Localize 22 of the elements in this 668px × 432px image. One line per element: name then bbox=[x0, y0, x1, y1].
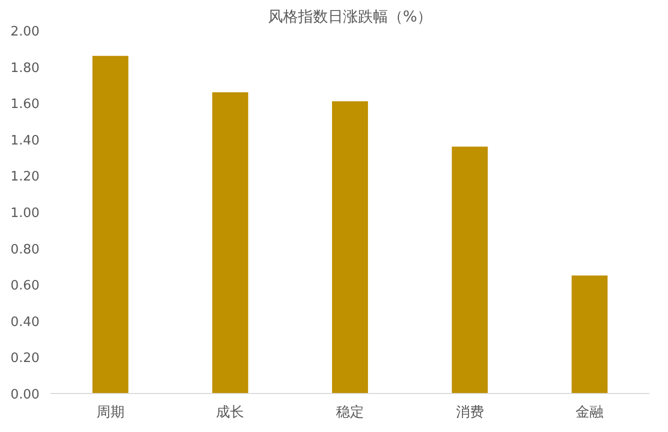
y-tick-label: 0.40 bbox=[10, 314, 40, 330]
x-tick-label: 消费 bbox=[456, 404, 484, 420]
y-tick-label: 2.00 bbox=[10, 24, 40, 40]
y-tick-label: 0.00 bbox=[10, 388, 40, 402]
bar bbox=[212, 92, 248, 394]
y-tick-label: 1.20 bbox=[10, 170, 40, 185]
y-tick-label: 0.60 bbox=[10, 278, 40, 294]
y-tick-label: 1.80 bbox=[10, 60, 40, 76]
y-tick-label: 1.40 bbox=[10, 133, 40, 148]
bar bbox=[452, 146, 488, 394]
y-tick-label: 0.80 bbox=[10, 242, 40, 258]
y-tick-label: 1.00 bbox=[10, 206, 40, 221]
x-tick-label: 稳定 bbox=[336, 404, 364, 420]
x-tick-label: 成长 bbox=[216, 404, 244, 420]
chart-title: 风格指数日涨跌幅（%） bbox=[268, 8, 432, 26]
bar bbox=[572, 276, 608, 394]
x-tick-label: 金融 bbox=[576, 404, 604, 420]
y-tick-label: 1.60 bbox=[10, 97, 40, 112]
x-tick-label: 周期 bbox=[96, 404, 124, 420]
bar bbox=[92, 56, 128, 394]
bar bbox=[332, 101, 368, 394]
y-tick-label: 0.20 bbox=[10, 351, 40, 366]
